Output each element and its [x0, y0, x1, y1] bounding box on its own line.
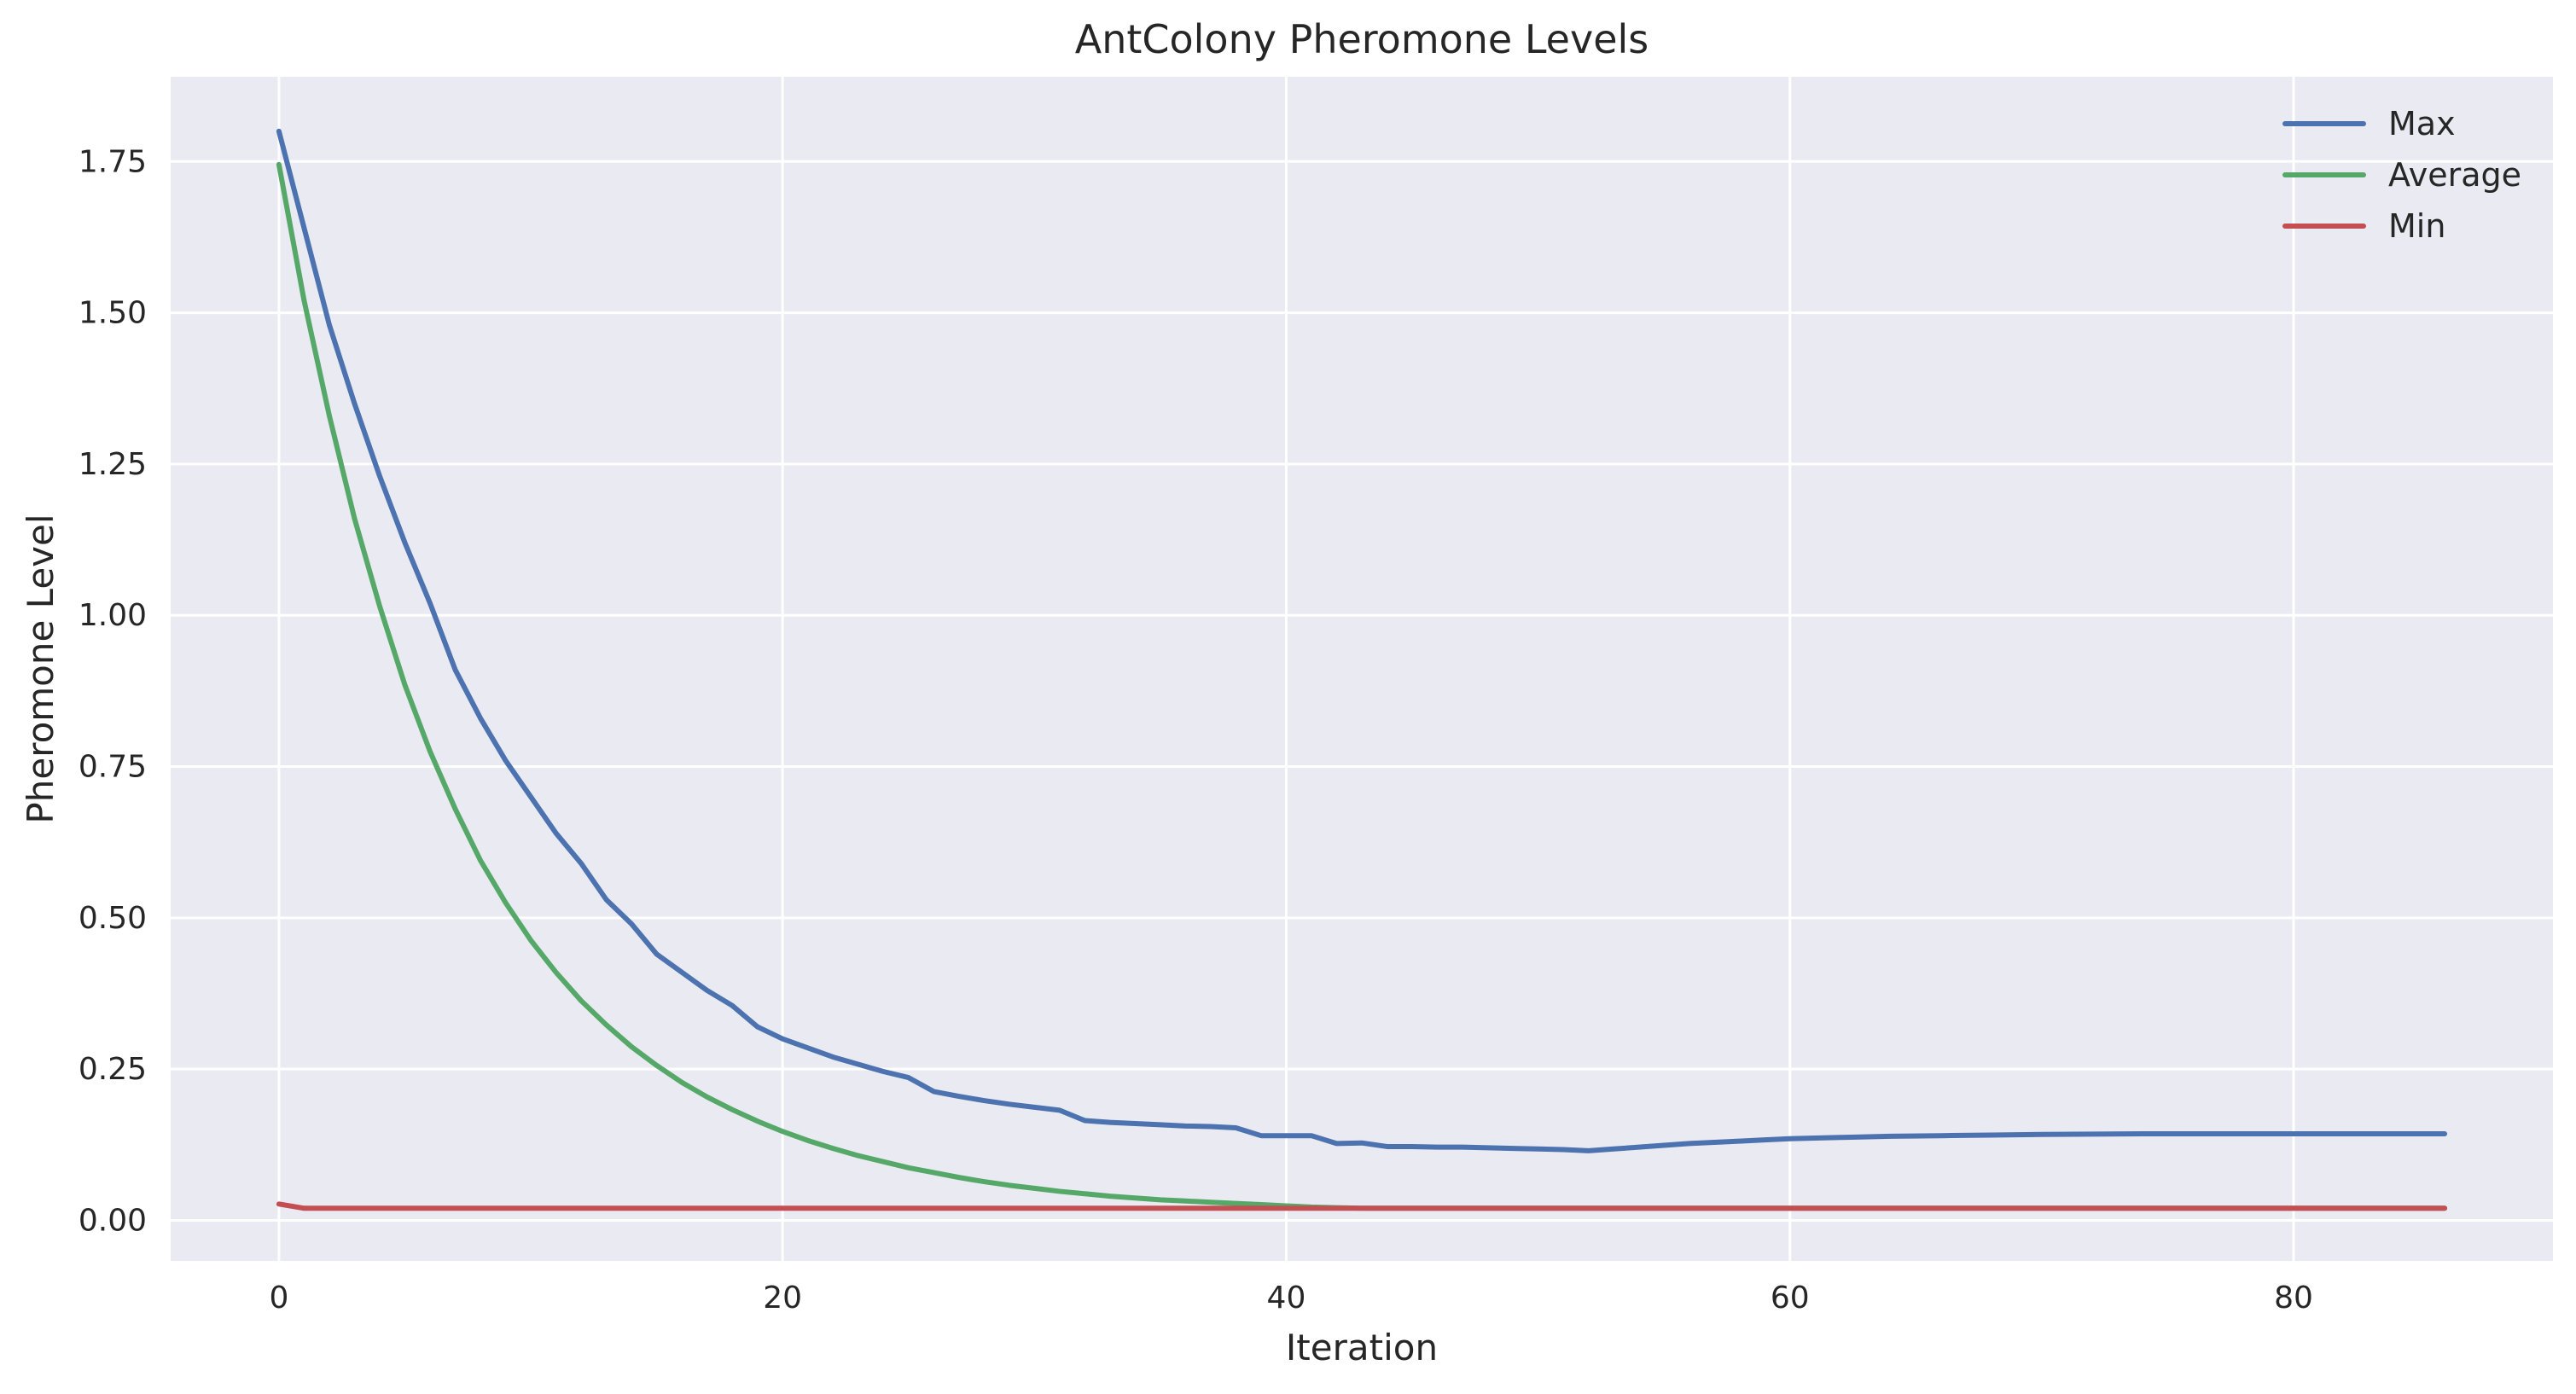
y-tick-label: 0.25: [79, 1052, 147, 1087]
x-tick-label: 80: [2274, 1281, 2313, 1316]
legend-label-max: Max: [2388, 105, 2456, 142]
chart-title: AntColony Pheromone Levels: [1075, 16, 1649, 62]
x-tick-label: 60: [1771, 1281, 1810, 1316]
series-line-min: [276, 1201, 2448, 1211]
y-tick-label: 1.50: [79, 296, 147, 331]
plot-area: [171, 77, 2553, 1261]
x-tick-label: 40: [1267, 1281, 1306, 1316]
y-tick-label: 0.00: [79, 1203, 147, 1238]
x-tick-label: 0: [269, 1281, 288, 1316]
x-axis-label: Iteration: [1286, 1327, 1438, 1368]
series-line-max: [276, 128, 2448, 1153]
legend-label-min: Min: [2388, 207, 2445, 245]
y-axis-label: Pheromone Level: [20, 514, 61, 823]
y-tick-label: 1.75: [79, 144, 147, 179]
y-tick-label: 0.50: [79, 901, 147, 936]
y-tick-label: 1.00: [79, 598, 147, 633]
y-tick-label: 0.75: [79, 750, 147, 785]
legend-label-average: Average: [2388, 156, 2521, 194]
x-tick-label: 20: [763, 1281, 802, 1316]
y-tick-label: 1.25: [79, 447, 147, 482]
